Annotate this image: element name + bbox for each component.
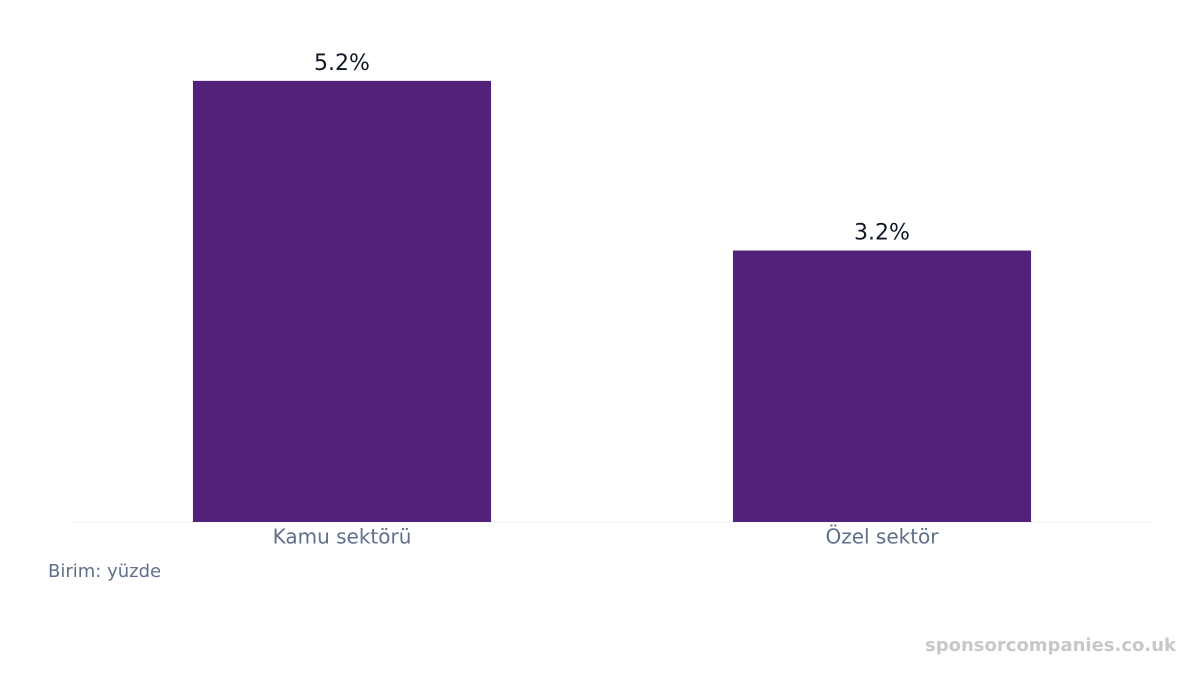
bar — [732, 250, 1032, 523]
x-tick-label: Özel sektör — [825, 525, 939, 549]
value-label: 5.2% — [314, 51, 370, 76]
watermark: sponsorcompanies.co.uk — [925, 635, 1177, 656]
unit-note: Birim: yüzde — [48, 561, 161, 582]
value-label: 3.2% — [854, 221, 910, 246]
x-tick-label: Kamu sektörü — [273, 525, 412, 549]
bar — [192, 80, 492, 522]
